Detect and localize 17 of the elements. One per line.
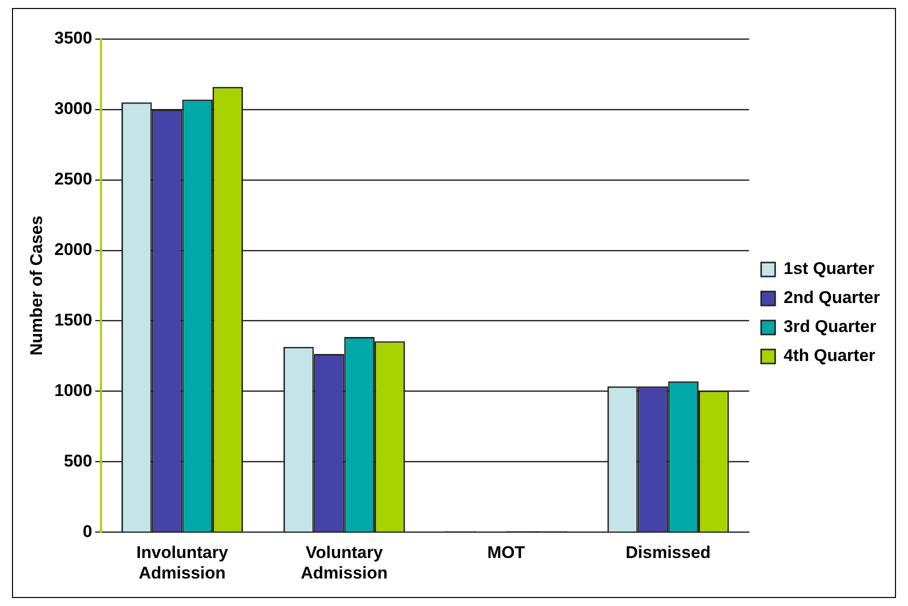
y-tick-label: 1000 [54,380,92,400]
legend-label: 3rd Quarter [784,317,877,336]
y-tick-label: 0 [82,522,92,541]
legend-label: 2nd Quarter [784,288,880,308]
y-tick-label: 3000 [54,99,92,118]
x-tick-label: Voluntary Admission [300,543,388,582]
x-tick-label: MOT [487,543,526,562]
y-tick-label: 1500 [54,310,92,330]
legend-label: 4th Quarter [784,346,876,366]
x-tick-label: Involuntary Admission [136,543,229,582]
y-tick-label: 2000 [54,240,92,260]
y-axis-title: Number of Cases [26,216,46,356]
legend-label: 1st Quarter [784,259,875,278]
y-tick-label: 2500 [54,170,92,189]
y-tick-label: 3500 [54,28,92,48]
y-tick-label: 500 [64,451,92,470]
x-tick-label: Dismissed [626,543,711,562]
